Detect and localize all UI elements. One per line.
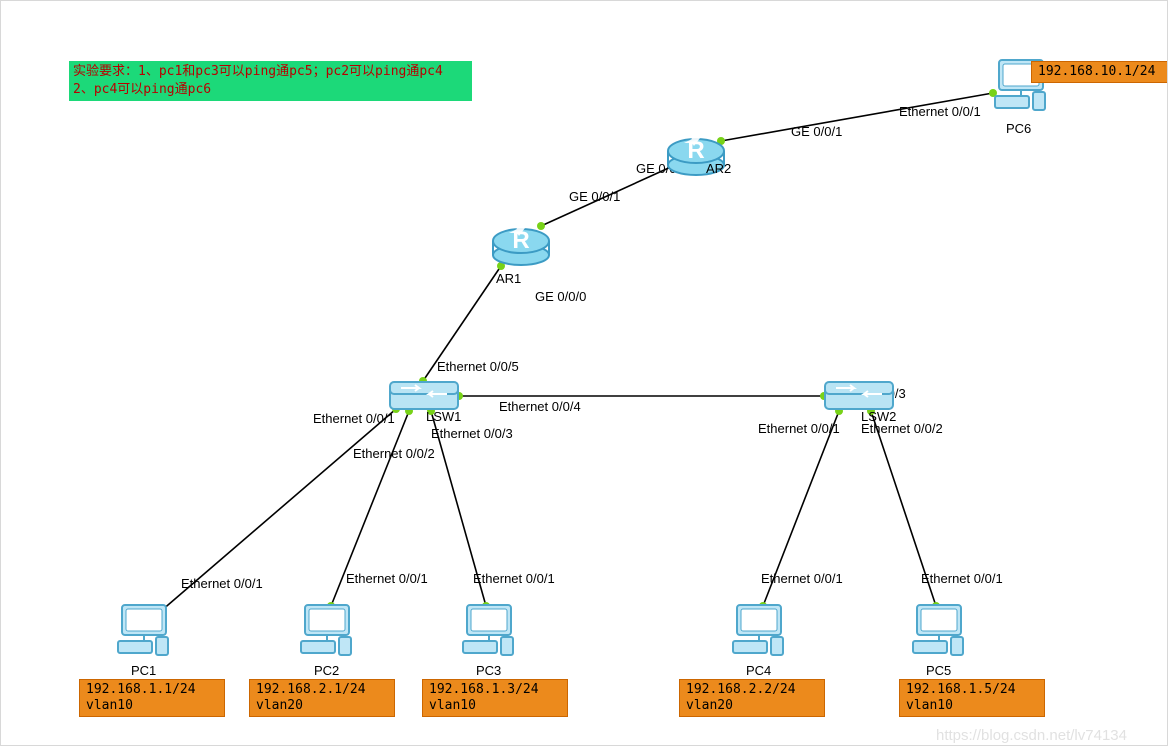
interface-label: Ethernet 0/0/1 (181, 576, 263, 591)
interface-label: Ethernet 0/0/1 (313, 411, 395, 426)
ip-box-pc4: 192.168.2.2/24vlan20 (679, 679, 825, 717)
pc-pc5[interactable] (911, 601, 967, 660)
device-label: PC5 (926, 663, 951, 678)
ip-box-pc3: 192.168.1.3/24vlan10 (422, 679, 568, 717)
device-label: PC2 (314, 663, 339, 678)
interface-label: GE 0/0/1 (569, 189, 620, 204)
router-ar1[interactable]: R (491, 211, 551, 274)
device-label: LSW1 (426, 409, 461, 424)
ip-box-pc6: 192.168.10.1/24 (1031, 61, 1168, 83)
device-label: PC1 (131, 663, 156, 678)
device-label: LSW2 (861, 409, 896, 424)
pc-pc3[interactable] (461, 601, 517, 660)
interface-label: GE 0/0/1 (791, 124, 842, 139)
pc-pc4[interactable] (731, 601, 787, 660)
interface-label: Ethernet 0/0/1 (346, 571, 428, 586)
interface-label: Ethernet 0/0/1 (921, 571, 1003, 586)
interface-label: Ethernet 0/0/1 (758, 421, 840, 436)
ip-box-pc2: 192.168.2.1/24vlan20 (249, 679, 395, 717)
topology-canvas: 实验要求：1、pc1和pc3可以ping通pc5；pc2可以ping通pc42、… (0, 0, 1168, 746)
device-label: AR1 (496, 271, 521, 286)
requirement-note: 实验要求：1、pc1和pc3可以ping通pc5；pc2可以ping通pc42、… (69, 61, 472, 101)
device-label: AR2 (706, 161, 731, 176)
ip-box-pc5: 192.168.1.5/24vlan10 (899, 679, 1045, 717)
interface-label: Ethernet 0/0/3 (431, 426, 513, 441)
ip-box-pc1: 192.168.1.1/24vlan10 (79, 679, 225, 717)
interface-label: Ethernet 0/0/2 (353, 446, 435, 461)
pc-pc1[interactable] (116, 601, 172, 660)
interface-label: Ethernet 0/0/5 (437, 359, 519, 374)
interface-label: Ethernet 0/0/1 (761, 571, 843, 586)
watermark-text: https://blog.csdn.net/lv74134 (936, 727, 1127, 744)
device-label: PC4 (746, 663, 771, 678)
device-label: PC6 (1006, 121, 1031, 136)
interface-label: Ethernet 0/0/1 (473, 571, 555, 586)
interface-label: Ethernet 0/0/1 (899, 104, 981, 119)
device-label: PC3 (476, 663, 501, 678)
interface-label: Ethernet 0/0/4 (499, 399, 581, 414)
pc-pc2[interactable] (299, 601, 355, 660)
interface-label: GE 0/0/0 (535, 289, 586, 304)
